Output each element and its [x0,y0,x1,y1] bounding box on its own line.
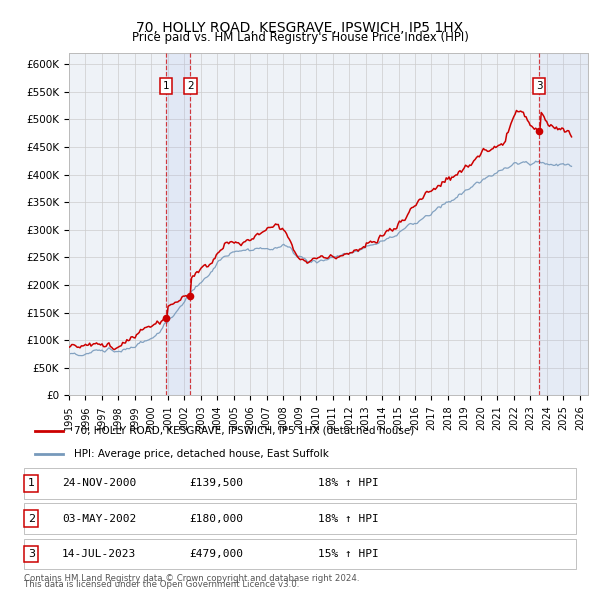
Text: £180,000: £180,000 [189,514,243,523]
Bar [539,53,588,395]
Text: 24-NOV-2000: 24-NOV-2000 [62,478,136,488]
Text: HPI: Average price, detached house, East Suffolk: HPI: Average price, detached house, East… [74,449,329,459]
Text: 2: 2 [28,514,35,523]
Text: 70, HOLLY ROAD, KESGRAVE, IPSWICH, IP5 1HX: 70, HOLLY ROAD, KESGRAVE, IPSWICH, IP5 1… [136,21,464,35]
Text: Price paid vs. HM Land Registry's House Price Index (HPI): Price paid vs. HM Land Registry's House … [131,31,469,44]
Text: 3: 3 [536,81,542,91]
Text: 18% ↑ HPI: 18% ↑ HPI [317,514,379,523]
Text: 70, HOLLY ROAD, KESGRAVE, IPSWICH, IP5 1HX (detached house): 70, HOLLY ROAD, KESGRAVE, IPSWICH, IP5 1… [74,426,414,436]
Text: Contains HM Land Registry data © Crown copyright and database right 2024.: Contains HM Land Registry data © Crown c… [24,574,359,583]
Text: 18% ↑ HPI: 18% ↑ HPI [317,478,379,488]
Text: 1: 1 [163,81,170,91]
Text: 14-JUL-2023: 14-JUL-2023 [62,549,136,559]
Text: £479,000: £479,000 [189,549,243,559]
Text: This data is licensed under the Open Government Licence v3.0.: This data is licensed under the Open Gov… [24,581,299,589]
Text: 03-MAY-2002: 03-MAY-2002 [62,514,136,523]
Text: £139,500: £139,500 [189,478,243,488]
Text: 3: 3 [28,549,35,559]
Text: 15% ↑ HPI: 15% ↑ HPI [317,549,379,559]
Text: 2: 2 [187,81,194,91]
Bar [166,53,190,395]
Text: 1: 1 [28,478,35,488]
